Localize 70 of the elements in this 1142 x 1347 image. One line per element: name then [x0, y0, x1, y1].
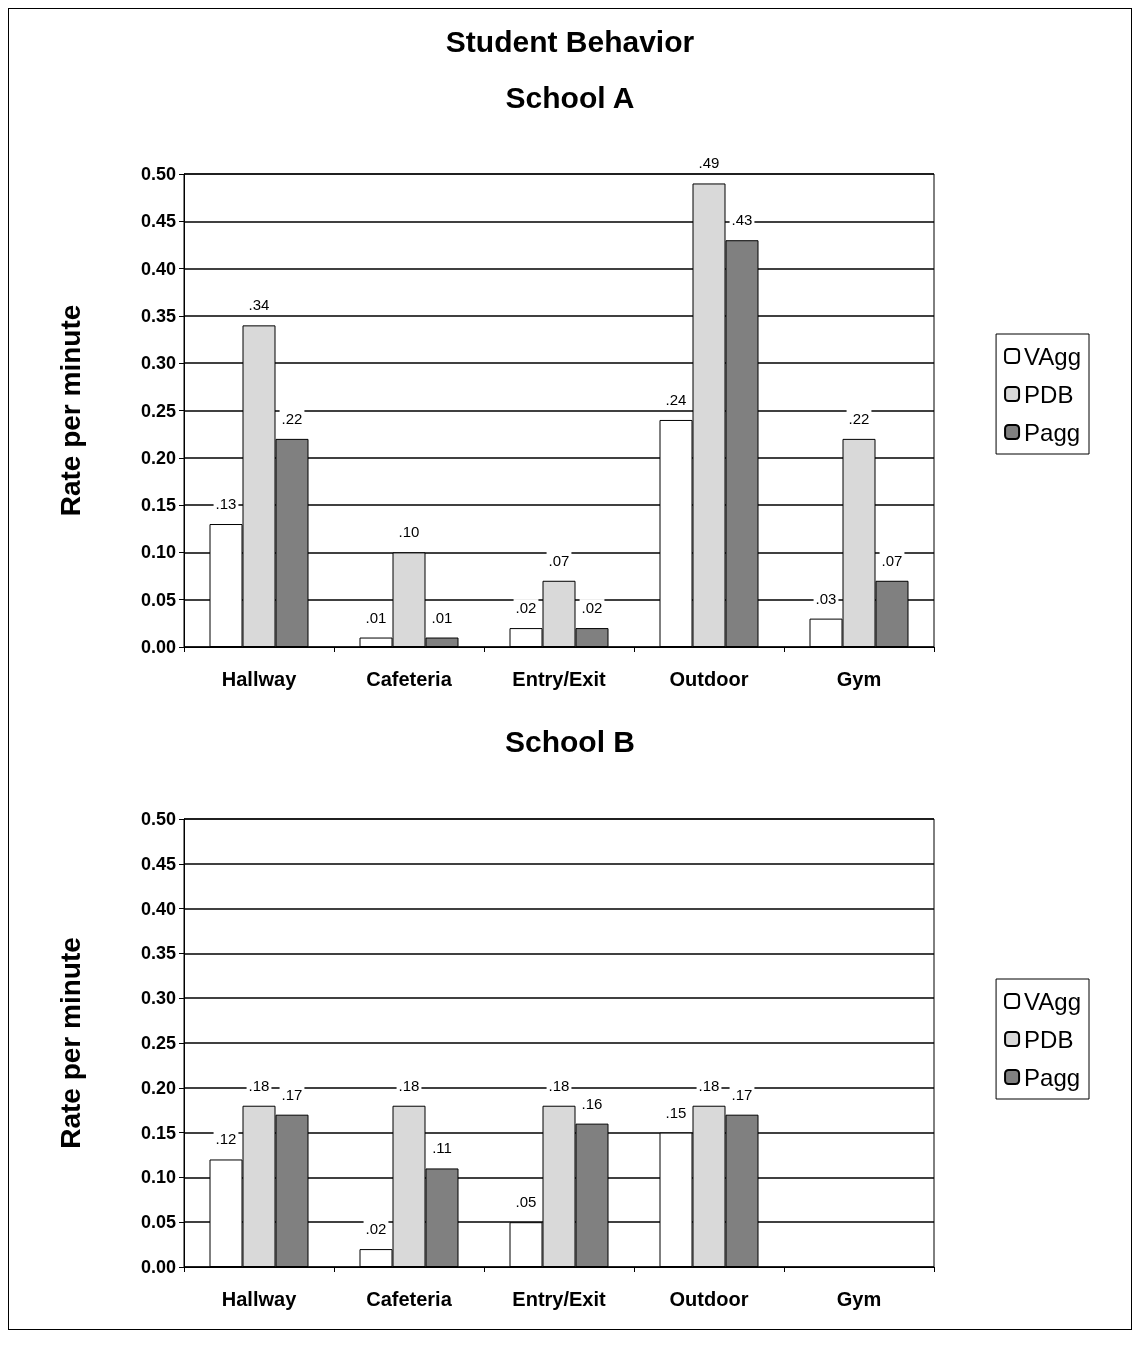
- y-tick-label: 0.10: [140, 1167, 176, 1188]
- y-tick-label: 0.45: [140, 853, 176, 874]
- data-label: .02: [581, 599, 603, 617]
- y-tick-label: 0.05: [140, 1212, 176, 1233]
- y-tick-label: 0.25: [140, 1033, 176, 1053]
- y-axis-title: Rate per minute: [54, 937, 86, 1149]
- data-label: .22: [848, 409, 870, 427]
- data-label: .05: [515, 1193, 537, 1211]
- data-label: .17: [281, 1085, 303, 1103]
- data-label: .18: [398, 1076, 420, 1094]
- y-axis-title: Rate per minute: [54, 304, 86, 517]
- x-tick-label: Entry/Exit: [512, 668, 607, 690]
- data-label: .24: [665, 390, 687, 408]
- legend-label: PDB: [1024, 380, 1074, 408]
- y-tick-label: 0.25: [140, 400, 176, 421]
- y-tick-label: 0.35: [140, 943, 176, 964]
- data-label: .10: [398, 523, 420, 541]
- data-label: .03: [815, 589, 837, 607]
- y-tick-label: 0.40: [140, 258, 176, 279]
- chart-title: School B: [504, 724, 636, 758]
- data-label: .18: [248, 1076, 270, 1094]
- data-label: .16: [581, 1094, 603, 1112]
- y-tick-label: 0.50: [140, 164, 176, 184]
- x-tick-label: Gym: [836, 668, 882, 690]
- y-tick-label: 0.40: [140, 898, 176, 919]
- data-label: .11: [432, 1139, 452, 1157]
- x-tick-label: Gym: [836, 1288, 882, 1310]
- data-label: .22: [281, 409, 303, 427]
- x-tick-label: Entry/Exit: [512, 1288, 607, 1310]
- x-tick-label: Outdoor: [669, 668, 749, 690]
- chart-title: Student Behavior: [445, 24, 695, 58]
- data-label: .18: [548, 1076, 570, 1094]
- x-tick-label: Cafeteria: [366, 668, 453, 690]
- x-tick-label: Hallway: [221, 1288, 298, 1310]
- data-label: .17: [731, 1085, 753, 1103]
- data-label: .02: [515, 599, 537, 617]
- y-tick-label: 0.00: [140, 1257, 176, 1277]
- legend-label: Pagg: [1024, 418, 1081, 446]
- y-tick-label: 0.15: [140, 495, 176, 516]
- y-tick-label: 0.50: [140, 809, 176, 829]
- y-tick-label: 0.10: [140, 542, 176, 563]
- y-tick-label: 0.00: [140, 637, 176, 657]
- data-label: .49: [698, 154, 720, 172]
- legend-label: VAgg: [1024, 987, 1082, 1015]
- data-label: .13: [215, 495, 237, 513]
- y-tick-label: 0.05: [140, 589, 176, 610]
- legend-label: PDB: [1024, 1025, 1074, 1053]
- data-label: .43: [731, 211, 753, 229]
- data-label: .34: [248, 296, 270, 314]
- y-tick-label: 0.35: [140, 305, 176, 326]
- chart-subtitle: School A: [505, 80, 635, 114]
- x-tick-label: Hallway: [221, 668, 298, 690]
- data-label: .12: [215, 1130, 237, 1148]
- y-tick-label: 0.45: [140, 211, 176, 232]
- data-label: .15: [665, 1103, 687, 1121]
- x-tick-label: Outdoor: [669, 1288, 749, 1310]
- legend-label: VAgg: [1024, 342, 1082, 370]
- data-label: .18: [698, 1076, 720, 1094]
- legend-label: Pagg: [1024, 1063, 1081, 1091]
- y-tick-label: 0.30: [140, 353, 176, 374]
- data-label: .01: [431, 608, 453, 626]
- y-tick-label: 0.20: [140, 447, 176, 468]
- x-tick-label: Cafeteria: [366, 1288, 453, 1310]
- y-tick-label: 0.15: [140, 1122, 176, 1143]
- data-label: .01: [365, 608, 387, 626]
- data-label: .07: [881, 551, 903, 569]
- y-tick-label: 0.30: [140, 988, 176, 1009]
- y-tick-label: 0.20: [140, 1077, 176, 1098]
- data-label: .02: [365, 1220, 387, 1238]
- data-label: .07: [548, 551, 570, 569]
